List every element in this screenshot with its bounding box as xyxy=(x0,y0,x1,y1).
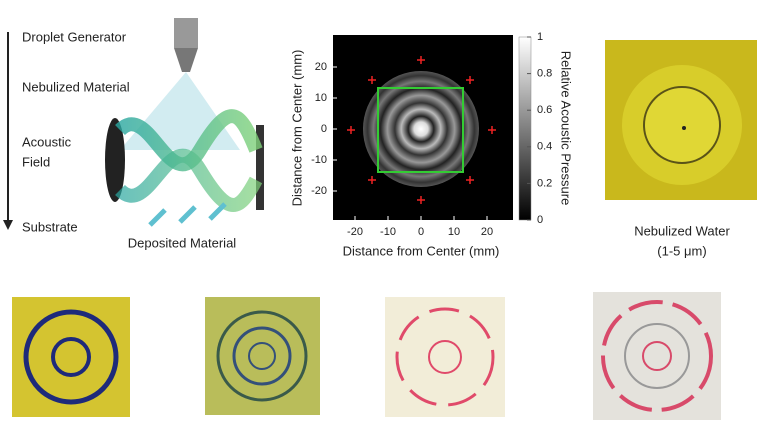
photo-center xyxy=(682,126,686,130)
y-tick-label: 10 xyxy=(315,92,327,104)
x-tick-label: 0 xyxy=(418,226,424,238)
colorbar-tick-label: 0 xyxy=(537,214,543,226)
photo-caption: Nebulized Water xyxy=(634,223,730,238)
nozzle xyxy=(174,18,198,48)
transducer-markers xyxy=(347,56,496,204)
schematic-label: Nebulized Material xyxy=(22,79,130,94)
heatmap: Distance from Center (mm) Distance from … xyxy=(289,35,574,258)
y-axis-label: Distance from Center (mm) xyxy=(289,50,304,207)
schematic-label: Acoustic xyxy=(22,134,72,149)
colorbar-tick-label: 0.8 xyxy=(537,68,552,80)
y-tick-label: 20 xyxy=(315,61,327,73)
transducer xyxy=(105,118,125,202)
schematic-label: Droplet Generator xyxy=(22,29,127,44)
y-tick-label: -10 xyxy=(311,154,327,166)
x-tick-label: 10 xyxy=(448,226,460,238)
wave xyxy=(115,148,263,212)
sample xyxy=(593,292,721,420)
deposits xyxy=(148,202,227,227)
x-tick-label: 20 xyxy=(481,226,493,238)
photo xyxy=(605,40,757,200)
schematic-label: Field xyxy=(22,154,50,169)
spray xyxy=(120,72,240,150)
y-tick-label: -20 xyxy=(311,185,327,197)
colorbar-tick-label: 0.2 xyxy=(537,177,552,189)
x-axis-label: Distance from Center (mm) xyxy=(343,243,500,258)
pressure-field xyxy=(363,71,479,187)
sample xyxy=(385,297,505,417)
x-tick-label: -10 xyxy=(380,226,396,238)
schematic: Deposited Material xyxy=(3,18,264,250)
nozzle-tip xyxy=(174,48,198,72)
colorbar xyxy=(518,36,532,221)
colorbar-label: Relative Acoustic Pressure xyxy=(559,51,574,206)
samples xyxy=(12,292,721,420)
y-tick-label: 0 xyxy=(321,123,327,135)
x-tick-label: -20 xyxy=(347,226,363,238)
sample xyxy=(12,297,130,417)
colorbar-tick-label: 0.4 xyxy=(537,141,552,153)
colorbar-tick-label: 0.6 xyxy=(537,104,552,116)
substrate-outline xyxy=(377,87,464,173)
arrow-head xyxy=(3,220,13,230)
photo-ring xyxy=(643,86,721,164)
transducer xyxy=(256,125,264,210)
colorbar-tick-label: 1 xyxy=(537,31,543,43)
photo-caption: (1-5 μm) xyxy=(657,243,706,258)
schematic-caption: Deposited Material xyxy=(128,235,236,250)
schematic-label: Substrate xyxy=(22,219,78,234)
sample xyxy=(205,297,320,415)
